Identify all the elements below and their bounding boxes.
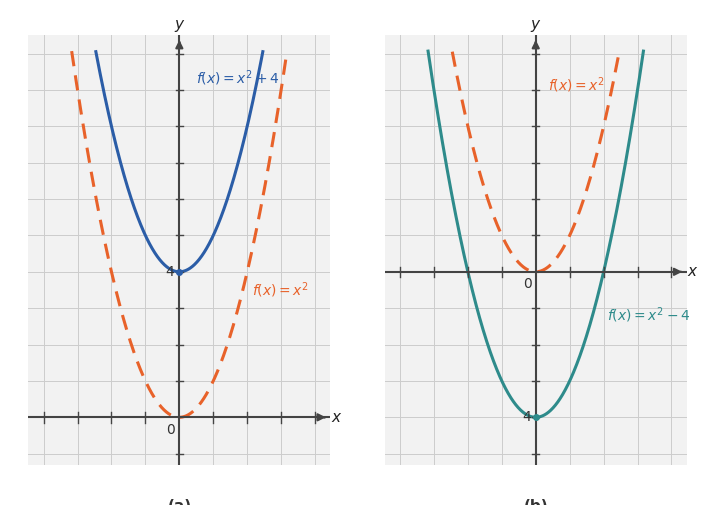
Text: $f(x) = x^2$: $f(x) = x^2$ (252, 280, 309, 300)
Text: $f(x) = x^2 - 4$: $f(x) = x^2 - 4$ (607, 306, 690, 325)
Text: $\mathit{y}$: $\mathit{y}$ (530, 18, 542, 33)
Text: $f(x) = x^2 + 4$: $f(x) = x^2 + 4$ (196, 68, 280, 88)
Text: (b): (b) (523, 499, 548, 505)
Text: 0: 0 (166, 423, 176, 437)
Text: $\mathit{x}$: $\mathit{x}$ (687, 264, 699, 279)
Text: 4: 4 (522, 410, 531, 424)
Text: $\mathit{y}$: $\mathit{y}$ (173, 18, 185, 33)
Text: $f(x) = x^2$: $f(x) = x^2$ (547, 75, 605, 95)
Text: $\mathit{x}$: $\mathit{x}$ (331, 410, 343, 425)
Text: 0: 0 (523, 277, 532, 291)
Text: (a): (a) (167, 499, 191, 505)
Text: 4: 4 (166, 265, 174, 279)
